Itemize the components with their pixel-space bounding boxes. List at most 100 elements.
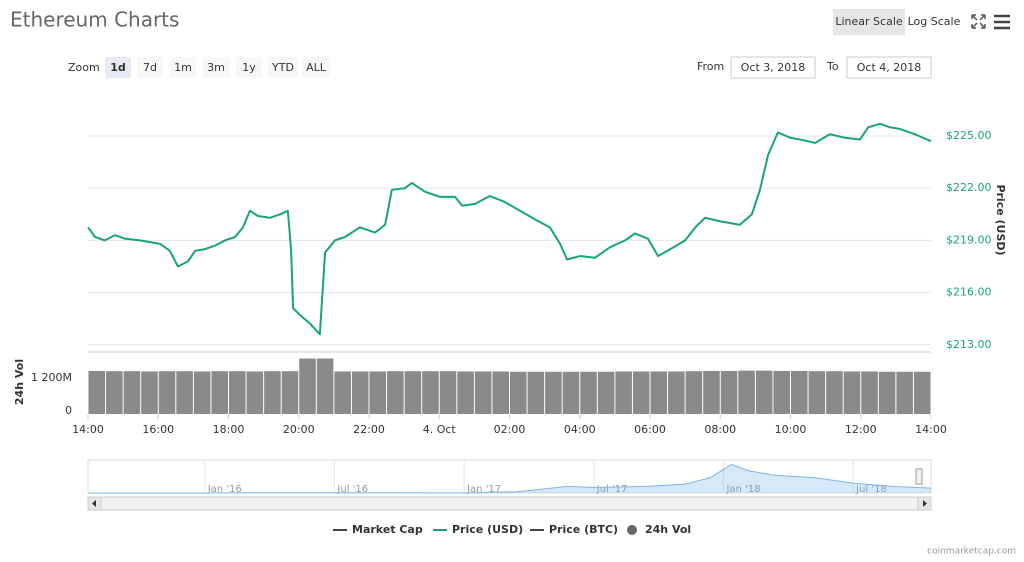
volume-bar xyxy=(369,371,387,414)
volume-bar xyxy=(826,371,843,414)
volume-bar xyxy=(88,370,106,414)
input-box xyxy=(730,56,816,79)
zoom-button[interactable]: YTD xyxy=(268,57,298,78)
price-line xyxy=(87,122,932,336)
fullscreen-icon[interactable] xyxy=(971,14,986,29)
y-tick-label: $219.00 xyxy=(946,233,992,246)
volume-bar xyxy=(913,371,931,414)
zoom-button[interactable]: 1m xyxy=(170,57,196,78)
input-text: Oct 3, 2018 xyxy=(741,61,806,74)
x-tick-label: Jan '16 xyxy=(207,484,242,495)
volume-bar xyxy=(123,371,141,414)
volume-bar xyxy=(668,371,685,414)
legend-item[interactable]: 24h Vol xyxy=(627,523,691,536)
volume-bar xyxy=(246,371,264,414)
volume-bar xyxy=(615,371,632,414)
volume-bar xyxy=(808,371,826,414)
button-label: 1m xyxy=(174,61,192,74)
zoom-button[interactable]: ALL xyxy=(302,57,330,78)
button-bg xyxy=(268,57,298,78)
legend-label: Price (BTC) xyxy=(549,523,618,536)
from-date-input[interactable]: Oct 3, 2018 xyxy=(730,56,816,79)
volume-bar xyxy=(351,371,369,414)
x-tick-label: 4. Oct xyxy=(423,423,457,436)
legend-label: 24h Vol xyxy=(645,523,691,536)
y-tick-label: 0 xyxy=(65,404,72,417)
y-axis-title: 24h Vol xyxy=(13,359,26,405)
x-tick-label: 10:00 xyxy=(775,423,807,436)
button-label: 3m xyxy=(207,61,225,74)
volume-bar xyxy=(632,371,650,414)
volume-bar xyxy=(685,371,703,414)
legend-label: Market Cap xyxy=(352,523,423,536)
x-tick-label: 12:00 xyxy=(845,423,877,436)
volume-bar xyxy=(545,371,562,414)
volume-bar xyxy=(527,371,545,414)
volume-bar xyxy=(703,370,720,414)
menu-icon[interactable] xyxy=(994,14,1010,30)
volume-bar xyxy=(878,371,896,414)
x-tick-label: Jul '17 xyxy=(596,484,628,495)
button-bg xyxy=(236,57,262,78)
x-tick-label: Jul '16 xyxy=(336,484,368,495)
volume-bar xyxy=(334,371,351,414)
volume-bar xyxy=(316,358,334,414)
button-label: 7d xyxy=(143,61,157,74)
volume-bar xyxy=(861,371,878,414)
volume-bar xyxy=(106,371,123,414)
zoom-button[interactable]: 3m xyxy=(203,57,230,78)
navigator-handle[interactable] xyxy=(915,468,923,485)
button-bg xyxy=(170,57,196,78)
x-tick-label: Jan '18 xyxy=(725,484,760,495)
x-tick-label: 18:00 xyxy=(213,423,245,436)
legend-label: Price (USD) xyxy=(452,523,523,536)
icon xyxy=(994,14,1010,30)
linear-scale-button[interactable]: Linear Scale xyxy=(833,9,905,35)
button-bg xyxy=(203,57,230,78)
button-bg xyxy=(833,9,905,35)
from-label: From xyxy=(697,60,724,73)
button-bg xyxy=(137,57,163,78)
input-box xyxy=(846,56,932,79)
button-label: 1y xyxy=(242,61,256,74)
legend-symbol xyxy=(627,525,637,535)
volume-bar xyxy=(439,371,457,414)
scrollbar[interactable] xyxy=(87,496,932,511)
x-tick-label: 14:00 xyxy=(72,423,104,436)
x-tick-label: 02:00 xyxy=(494,423,526,436)
arrow xyxy=(92,500,96,507)
y-tick-label: $216.00 xyxy=(946,286,992,299)
to-date-input[interactable]: Oct 4, 2018 xyxy=(846,56,932,79)
x-tick-label: Jan '17 xyxy=(466,484,501,495)
navigator-frame xyxy=(87,459,932,494)
legend-item[interactable]: Market Cap xyxy=(333,523,423,536)
zoom-button[interactable]: 1d xyxy=(105,57,131,78)
to-label: To xyxy=(826,60,839,73)
button-label: Linear Scale xyxy=(835,15,903,28)
input-text: Oct 4, 2018 xyxy=(857,61,922,74)
zoom-button[interactable]: 1y xyxy=(236,57,262,78)
button-bg xyxy=(105,57,131,78)
volume-bar xyxy=(791,370,808,414)
log-scale-button[interactable]: Log Scale xyxy=(908,15,961,28)
volume-bar xyxy=(264,371,281,414)
button-label: YTD xyxy=(271,61,294,74)
volume-bar xyxy=(299,358,316,414)
volume-bar xyxy=(492,371,509,414)
legend-item[interactable]: Price (USD) xyxy=(433,523,523,536)
button-label: 1d xyxy=(110,61,126,74)
volume-bar xyxy=(387,371,404,414)
x-tick-label: 04:00 xyxy=(564,423,596,436)
volume-bar xyxy=(158,371,176,414)
x-tick-label: 16:00 xyxy=(142,423,174,436)
legend-item[interactable]: Price (BTC) xyxy=(530,523,618,536)
volume-bar xyxy=(141,371,158,414)
credits: coinmarketcap.com xyxy=(927,547,1016,557)
volume-bar xyxy=(474,371,492,414)
volume-bar xyxy=(597,371,615,414)
icon xyxy=(971,14,986,29)
volume-bar xyxy=(422,371,439,414)
zoom-button[interactable]: 7d xyxy=(137,57,163,78)
volume-bar xyxy=(176,371,193,414)
